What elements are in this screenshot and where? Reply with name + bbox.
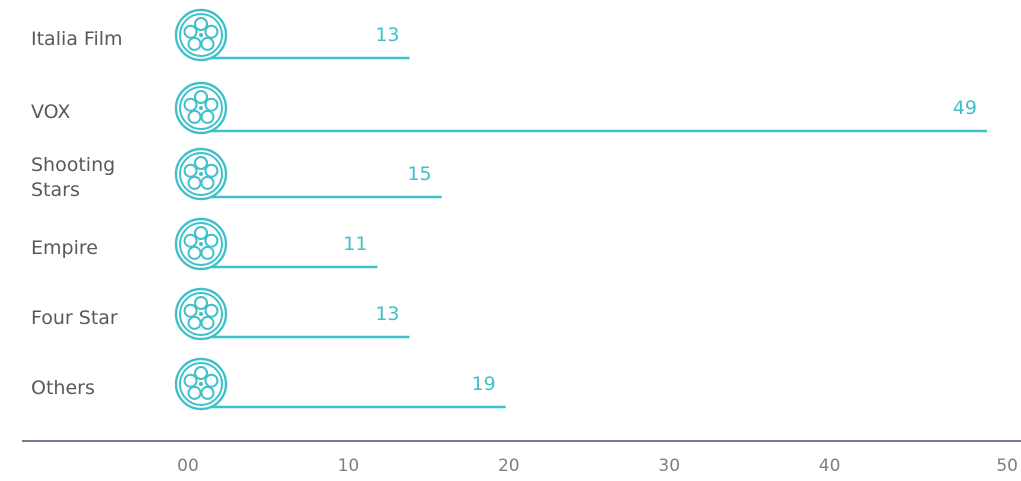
reel-hole bbox=[183, 97, 198, 112]
reel-hole bbox=[187, 36, 202, 51]
film-reel-icon bbox=[174, 217, 228, 271]
reel-hole bbox=[183, 24, 198, 39]
reel-inner bbox=[179, 292, 223, 336]
film-reel-icon bbox=[174, 81, 228, 135]
value-label: 13 bbox=[375, 24, 399, 46]
film-reel-icon bbox=[174, 357, 228, 411]
x-tick-label: 50 bbox=[996, 456, 1018, 476]
value-label: 15 bbox=[407, 163, 431, 185]
reel-hub bbox=[199, 382, 203, 386]
reel-hub bbox=[199, 172, 203, 176]
x-tick-label: 30 bbox=[658, 456, 680, 476]
film-reel-icon bbox=[174, 147, 228, 201]
reel-hub bbox=[199, 33, 203, 37]
category-label: VOX bbox=[31, 101, 70, 123]
reel-hole bbox=[204, 233, 219, 248]
category-label: Others bbox=[31, 377, 95, 399]
reel-hole bbox=[187, 315, 202, 330]
reel-hole bbox=[194, 226, 208, 240]
reel-hole bbox=[194, 296, 208, 310]
value-label: 13 bbox=[375, 303, 399, 325]
reel-hole bbox=[204, 373, 219, 388]
reel-inner bbox=[179, 362, 223, 406]
reel-inner bbox=[179, 152, 223, 196]
category-label: Shooting Stars bbox=[31, 154, 115, 201]
x-tick-label: 00 bbox=[177, 456, 199, 476]
value-label: 49 bbox=[953, 97, 977, 119]
reel-inner bbox=[179, 222, 223, 266]
reel-hole bbox=[183, 233, 198, 248]
reel-hole bbox=[183, 303, 198, 318]
reel-inner bbox=[179, 13, 223, 57]
category-label: Empire bbox=[31, 237, 98, 259]
reel-hub bbox=[199, 312, 203, 316]
reel-hole bbox=[187, 385, 202, 400]
reel-hub bbox=[199, 106, 203, 110]
category-label-line: Shooting bbox=[31, 154, 115, 176]
reel-hole bbox=[187, 175, 202, 190]
reel-hole bbox=[194, 90, 208, 104]
reel-hole bbox=[204, 97, 219, 112]
category-label-line: Stars bbox=[31, 179, 80, 201]
x-tick-label: 20 bbox=[498, 456, 520, 476]
x-tick-label: 10 bbox=[338, 456, 360, 476]
x-tick-label: 40 bbox=[819, 456, 841, 476]
value-label: 11 bbox=[343, 233, 367, 255]
reel-hole bbox=[183, 373, 198, 388]
reel-hub bbox=[199, 242, 203, 246]
reel-hole bbox=[187, 109, 202, 124]
reel-hole bbox=[187, 245, 202, 260]
category-label: Italia Film bbox=[31, 28, 123, 50]
reel-hole bbox=[204, 303, 219, 318]
reel-hole bbox=[194, 366, 208, 380]
reel-inner bbox=[179, 86, 223, 130]
reel-hole bbox=[194, 156, 208, 170]
film-reel-icon bbox=[174, 287, 228, 341]
value-label: 19 bbox=[472, 373, 496, 395]
reel-hole bbox=[204, 163, 219, 178]
film-reel-icon bbox=[174, 8, 228, 62]
reel-hole bbox=[194, 17, 208, 31]
category-label: Four Star bbox=[31, 307, 118, 329]
reel-hole bbox=[204, 24, 219, 39]
reel-hole bbox=[183, 163, 198, 178]
